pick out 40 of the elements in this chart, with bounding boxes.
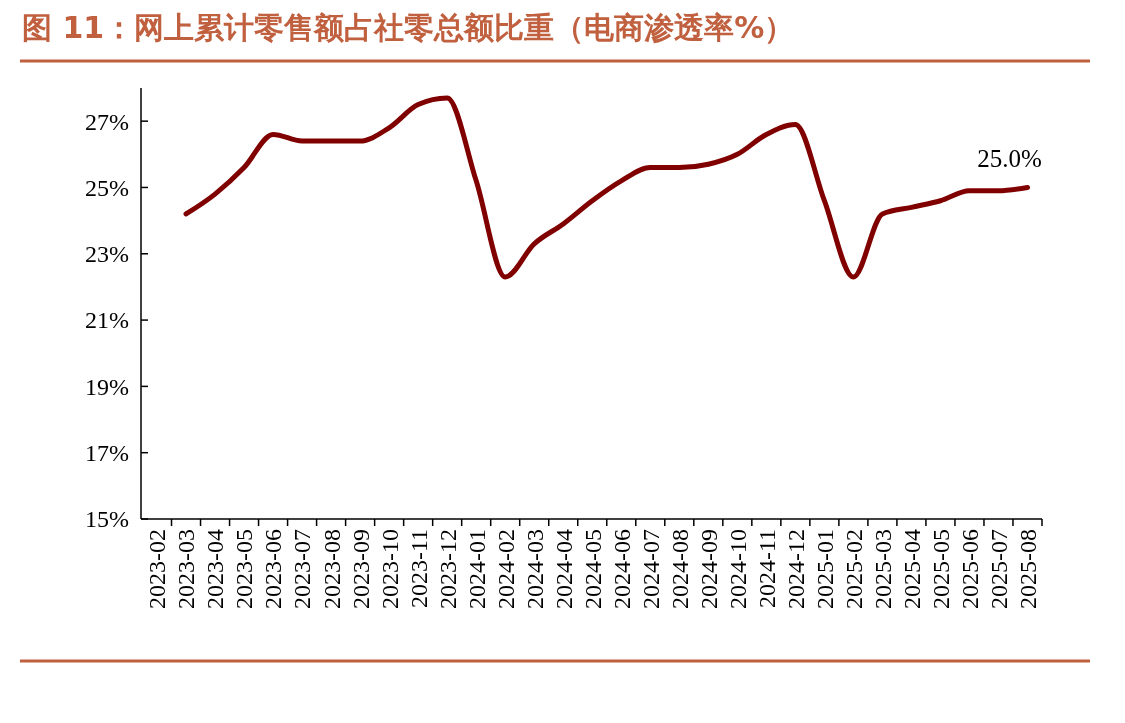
x-tick-label: 2023-11 bbox=[405, 529, 432, 609]
x-tick-label: 2024-05 bbox=[579, 529, 606, 609]
x-tick-label: 2024-01 bbox=[463, 529, 490, 609]
y-tick-label: 25% bbox=[85, 174, 129, 201]
x-tick-label: 2025-02 bbox=[840, 529, 867, 609]
x-tick-label: 2023-04 bbox=[202, 529, 229, 609]
x-tick-label: 2025-05 bbox=[927, 529, 954, 609]
x-tick-label: 2024-11 bbox=[753, 529, 780, 609]
x-tick-label: 2025-03 bbox=[869, 529, 896, 609]
y-tick-label: 21% bbox=[85, 307, 129, 334]
x-tick-label: 2024-09 bbox=[695, 529, 722, 609]
x-tick-label: 2025-06 bbox=[956, 529, 983, 609]
x-tick-label: 2023-08 bbox=[318, 529, 345, 609]
y-tick-label: 27% bbox=[85, 108, 129, 135]
x-tick-label: 2023-10 bbox=[376, 529, 403, 609]
y-tick-label: 19% bbox=[85, 373, 129, 400]
y-tick-label: 15% bbox=[85, 506, 129, 533]
x-tick-label: 2023-05 bbox=[231, 529, 258, 609]
x-tick-label: 2024-03 bbox=[521, 529, 548, 609]
x-tick-label: 2024-04 bbox=[550, 529, 577, 609]
x-tick-label: 2023-02 bbox=[144, 529, 171, 609]
x-tick-label: 2024-10 bbox=[724, 529, 751, 609]
x-tick-label: 2023-07 bbox=[289, 529, 316, 609]
x-tick-label: 2025-01 bbox=[811, 529, 838, 609]
x-tick-label: 2024-07 bbox=[637, 529, 664, 609]
x-tick-label: 2023-06 bbox=[260, 529, 287, 609]
x-tick-label: 2024-06 bbox=[608, 529, 635, 609]
x-tick-label: 2025-08 bbox=[1014, 529, 1041, 609]
x-tick-label: 2023-03 bbox=[173, 529, 200, 609]
x-tick-label: 2024-08 bbox=[666, 529, 693, 609]
chart-title: 图 11：网上累计零售额占社零总额比重（电商渗透率%） bbox=[22, 10, 795, 45]
data-label: 25.0% bbox=[977, 145, 1042, 173]
x-tick-label: 2025-07 bbox=[985, 529, 1012, 609]
x-tick-label: 2024-12 bbox=[782, 529, 809, 609]
x-tick-label: 2024-02 bbox=[492, 529, 519, 609]
y-tick-label: 23% bbox=[85, 241, 129, 268]
y-tick-label: 17% bbox=[85, 440, 129, 467]
x-tick-label: 2023-12 bbox=[434, 529, 461, 609]
x-tick-label: 2025-04 bbox=[898, 529, 925, 609]
x-tick-label: 2023-09 bbox=[347, 529, 374, 609]
